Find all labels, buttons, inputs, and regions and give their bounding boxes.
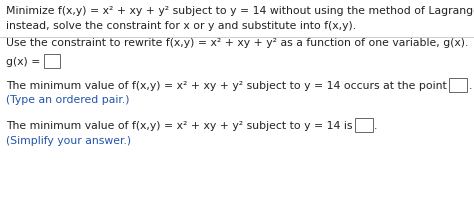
Text: (Type an ordered pair.): (Type an ordered pair.) xyxy=(6,95,129,105)
Bar xyxy=(44,54,60,68)
Text: .: . xyxy=(374,121,378,131)
Text: (Simplify your answer.): (Simplify your answer.) xyxy=(6,136,131,146)
Text: The minimum value of f(x,y) = x² + xy + y² subject to y = 14 is: The minimum value of f(x,y) = x² + xy + … xyxy=(6,121,352,131)
Text: g(x) =: g(x) = xyxy=(6,57,44,67)
Text: .: . xyxy=(468,81,472,91)
Text: Use the constraint to rewrite f(x,y) = x² + xy + y² as a function of one variabl: Use the constraint to rewrite f(x,y) = x… xyxy=(6,38,468,48)
Text: Minimize f(x,y) = x² + xy + y² subject to y = 14 without using the method of Lag: Minimize f(x,y) = x² + xy + y² subject t… xyxy=(6,6,474,16)
Text: instead, solve the constraint for x or y and substitute into f(x,y).: instead, solve the constraint for x or y… xyxy=(6,21,356,31)
Bar xyxy=(355,118,373,132)
Bar xyxy=(449,78,467,92)
Text: The minimum value of f(x,y) = x² + xy + y² subject to y = 14 occurs at the point: The minimum value of f(x,y) = x² + xy + … xyxy=(6,81,447,91)
